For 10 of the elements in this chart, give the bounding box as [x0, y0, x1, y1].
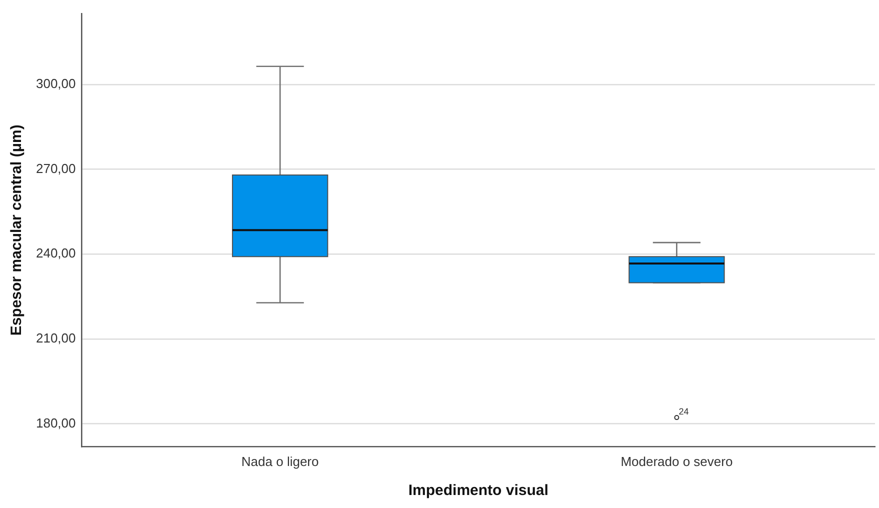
y-tick-label: 270,00	[36, 160, 76, 176]
y-axis-title: Espesor macular central (μm)	[8, 124, 26, 336]
x-tick-label: Moderado o severo	[620, 454, 733, 469]
y-tick-label: 180,00	[36, 415, 76, 430]
annotation: 24	[678, 406, 689, 417]
x-tick-label: Nada o ligero	[241, 454, 319, 469]
y-tick-label: 210,00	[36, 330, 76, 346]
y-tick-label: 240,00	[36, 246, 76, 261]
y-tick-label: 300,00	[36, 76, 76, 92]
x-axis-title: Impedimento visual	[408, 482, 548, 500]
